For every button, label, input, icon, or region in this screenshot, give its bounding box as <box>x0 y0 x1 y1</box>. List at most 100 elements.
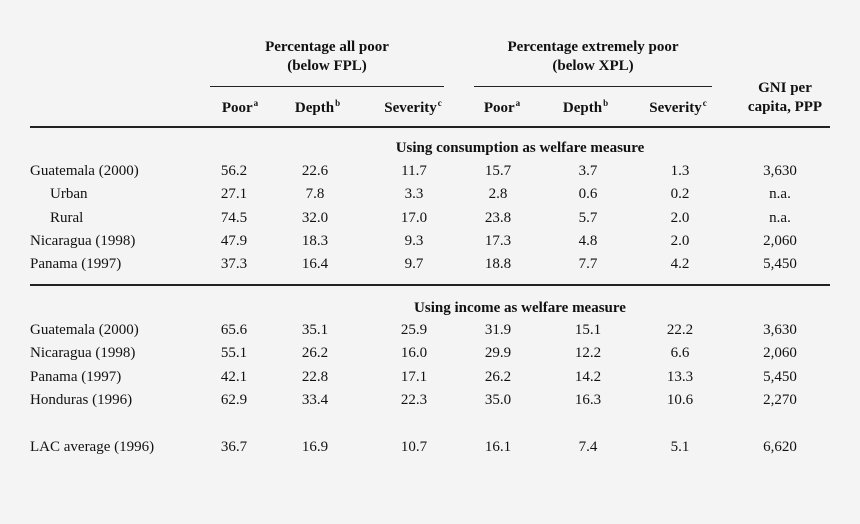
section-title-consumption: Using consumption as welfare measure <box>395 140 645 156</box>
table-cell: 2,060 <box>763 232 797 249</box>
section-title-income: Using income as welfare measure <box>414 300 626 316</box>
col-header-label: Poor <box>483 100 515 116</box>
table-cell: 22.2 <box>666 322 694 338</box>
col-header-label: Severity <box>649 100 702 116</box>
col-header-severity-xpl: Severityc <box>633 98 723 117</box>
section-divider <box>30 284 830 286</box>
row-label: Panama (1997) <box>30 256 122 273</box>
col-header-label: Depth <box>562 100 603 116</box>
table-cell: n.a. <box>769 186 791 203</box>
table-cell: 17.3 <box>484 232 512 249</box>
table-cell: 36.7 <box>220 439 248 455</box>
row-label: Nicaragua (1998) <box>30 232 136 249</box>
col-header-label: Depth <box>294 100 335 116</box>
col-header-severity-fpl: Severityc <box>368 98 458 117</box>
header-group-extremely-poor-line2: (below XPL) <box>552 58 634 74</box>
table-cell: 9.7 <box>404 256 424 273</box>
table-cell: 35.0 <box>484 391 512 408</box>
table-cell: 4.8 <box>578 232 598 249</box>
table-cell: 5.1 <box>670 439 690 455</box>
header-group-extremely-poor-line1: Percentage extremely poor <box>507 39 679 55</box>
table-cell: 15.7 <box>484 163 512 179</box>
table-cell: 10.6 <box>666 391 694 408</box>
table-cell: 25.9 <box>400 322 428 338</box>
header-group-all-poor: Percentage all poor (below FPL) <box>222 38 432 76</box>
table-cell: 17.1 <box>400 368 428 385</box>
table-cell: 26.2 <box>301 345 329 362</box>
table-cell: 74.5 <box>220 209 248 226</box>
table-cell: 22.8 <box>301 368 329 385</box>
col-header-depth-fpl: Depthb <box>280 98 355 117</box>
table-cell: 4.2 <box>670 256 690 273</box>
footnote-marker: c <box>702 98 707 108</box>
table-cell: 65.6 <box>220 322 248 338</box>
table-cell: 13.3 <box>666 368 694 385</box>
table-cell: 2,060 <box>763 345 797 362</box>
table-cell: 23.8 <box>484 209 512 226</box>
table-cell: n.a. <box>769 209 791 226</box>
col-header-poor-xpl: Poora <box>467 98 537 117</box>
row-label: Rural <box>50 209 84 226</box>
row-label: Urban <box>50 186 88 203</box>
table-cell: 16.4 <box>301 256 329 273</box>
group-underline-extremely-poor <box>474 86 712 87</box>
row-label: Panama (1997) <box>30 368 122 385</box>
table-cell: 27.1 <box>220 186 248 203</box>
footnote-marker: a <box>253 98 259 108</box>
header-gni-line2: capita, PPP <box>747 99 823 115</box>
group-underline-all-poor <box>210 86 444 87</box>
header-gni-line1: GNI per <box>758 80 812 96</box>
row-label: Guatemala (2000) <box>30 163 139 179</box>
table-cell: 3,630 <box>763 322 797 338</box>
table-cell: 2.8 <box>488 186 508 203</box>
table-cell: 26.2 <box>484 368 512 385</box>
footnote-marker: a <box>515 98 521 108</box>
table-cell: 3,630 <box>763 163 797 179</box>
table-cell: 3.7 <box>578 163 598 179</box>
table-cell: 35.1 <box>301 322 329 338</box>
table-cell: 16.0 <box>400 345 428 362</box>
footnote-marker: c <box>437 98 442 108</box>
row-label: Nicaragua (1998) <box>30 345 136 362</box>
table-cell: 16.1 <box>484 439 512 455</box>
table-cell: 18.3 <box>301 232 329 249</box>
table-cell: 37.3 <box>220 256 248 273</box>
table-cell: 2.0 <box>670 209 690 226</box>
row-label: Honduras (1996) <box>30 391 133 408</box>
header-group-all-poor-line2: (below FPL) <box>287 58 367 74</box>
row-label: LAC average (1996) <box>30 439 155 455</box>
table-cell: 62.9 <box>220 391 248 408</box>
col-header-label: Poor <box>221 100 253 116</box>
table-cell: 7.4 <box>578 439 598 455</box>
table-cell: 6.6 <box>670 345 690 362</box>
table-cell: 12.2 <box>574 345 602 362</box>
footnote-marker: b <box>335 98 341 108</box>
table-cell: 6,620 <box>763 439 797 455</box>
col-header-depth-xpl: Depthb <box>548 98 623 117</box>
table-cell: 10.7 <box>400 439 428 455</box>
header-rule <box>30 126 830 128</box>
table-cell: 22.3 <box>400 391 428 408</box>
table-cell: 0.6 <box>578 186 598 203</box>
table-cell: 5,450 <box>763 256 797 273</box>
table-cell: 11.7 <box>401 163 427 179</box>
col-header-poor-fpl: Poora <box>205 98 275 117</box>
table-cell: 32.0 <box>301 209 329 226</box>
table-cell: 17.0 <box>400 209 428 226</box>
table-cell: 15.1 <box>574 322 602 338</box>
footnote-marker: b <box>603 98 609 108</box>
table-cell: 7.7 <box>578 256 598 273</box>
table-cell: 5.7 <box>578 209 598 226</box>
table-cell: 2.0 <box>670 232 690 249</box>
header-group-extremely-poor: Percentage extremely poor (below XPL) <box>470 38 716 76</box>
table-cell: 1.3 <box>670 163 690 179</box>
table-cell: 29.9 <box>484 345 512 362</box>
table-cell: 9.3 <box>404 232 424 249</box>
table-cell: 0.2 <box>670 186 690 203</box>
table-cell: 16.9 <box>301 439 329 455</box>
table-cell: 16.3 <box>574 391 602 408</box>
table-cell: 14.2 <box>574 368 602 385</box>
header-group-all-poor-line1: Percentage all poor <box>265 39 389 55</box>
row-label: Guatemala (2000) <box>30 322 139 338</box>
table-cell: 56.2 <box>220 163 248 179</box>
